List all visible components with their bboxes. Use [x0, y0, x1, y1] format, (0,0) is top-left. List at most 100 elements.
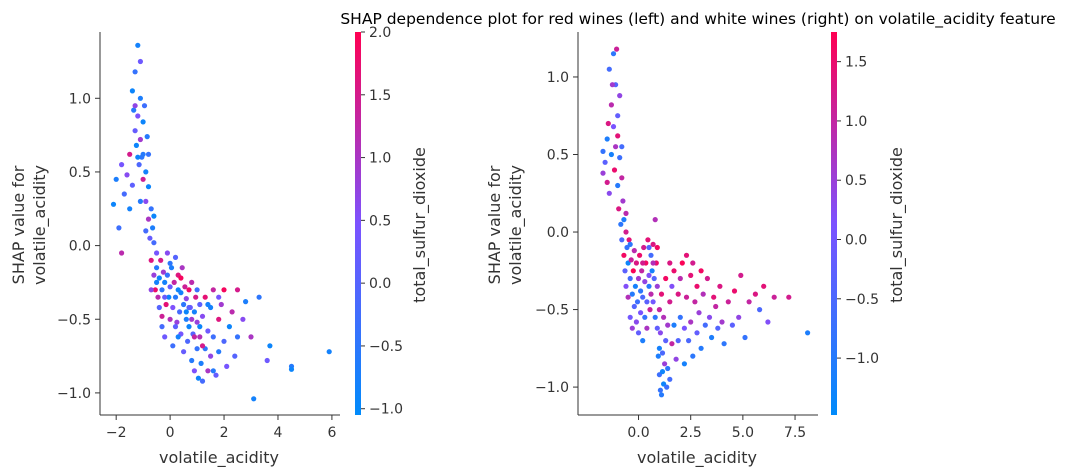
- scatter-point: [610, 51, 617, 57]
- scatter-point: [650, 299, 656, 305]
- colorbar-tick-label: −1.0: [369, 402, 403, 418]
- scatter-point: [623, 210, 629, 216]
- scatter-point: [698, 268, 704, 274]
- scatter-point: [256, 294, 262, 300]
- x-tick-label: 4: [274, 425, 283, 441]
- scatter-point: [148, 257, 154, 263]
- scatter-point: [186, 324, 192, 330]
- scatter-point: [637, 252, 643, 258]
- scatter-point: [189, 279, 195, 285]
- scatter-point: [171, 279, 177, 285]
- scatter-point: [704, 275, 711, 282]
- scatter-point: [193, 294, 199, 300]
- scatter-point: [661, 314, 667, 320]
- scatter-point: [679, 260, 685, 266]
- scatter-point: [683, 294, 690, 300]
- scatter-point: [151, 240, 157, 246]
- scatter-point: [671, 268, 677, 274]
- scatter-point: [640, 260, 646, 266]
- scatter-point: [224, 363, 230, 369]
- scatter-point: [649, 268, 655, 274]
- scatter-point: [140, 119, 146, 125]
- y-tick-label: −1.0: [57, 386, 91, 402]
- scatter-point: [221, 287, 227, 293]
- scatter-point: [216, 316, 222, 322]
- scatter-point: [677, 275, 683, 282]
- scatter-point: [210, 334, 216, 340]
- scatter-point: [658, 291, 665, 297]
- scatter-point: [605, 120, 611, 127]
- chart-title: SHAP dependence plot for red wines (left…: [340, 10, 1055, 29]
- scatter-point: [664, 384, 670, 390]
- scatter-point: [132, 103, 138, 109]
- scatter-point: [175, 334, 181, 340]
- scatter-point: [137, 95, 143, 101]
- scatter-point: [140, 176, 146, 182]
- scatter-point: [226, 324, 232, 330]
- scatter-point: [205, 328, 211, 334]
- scatter-point: [673, 356, 679, 362]
- scatter-point: [205, 301, 211, 308]
- scatter-point: [625, 294, 631, 300]
- y-tick-label: −1.0: [535, 380, 569, 396]
- scatter-point: [604, 136, 610, 142]
- scatter-point: [198, 360, 204, 366]
- scatter-point: [655, 353, 661, 359]
- scatter-point: [185, 338, 191, 344]
- scatter-point: [667, 299, 673, 305]
- scatter-point: [690, 260, 696, 266]
- scatter-point: [183, 316, 189, 322]
- scatter-point: [642, 314, 648, 320]
- scatter-point: [191, 309, 197, 315]
- colorbar-tick-label: −1.0: [845, 351, 879, 367]
- scatter-point: [736, 314, 742, 320]
- scatter-point: [686, 338, 692, 344]
- scatter-point: [164, 272, 170, 278]
- scatter-point: [805, 330, 811, 336]
- scatter-point: [611, 167, 618, 173]
- scatter-point: [765, 319, 771, 325]
- scatter-point: [681, 361, 688, 367]
- scatter-point: [156, 275, 162, 281]
- scatter-point: [663, 338, 669, 344]
- scatter-point: [132, 69, 138, 75]
- scatter-point: [135, 154, 141, 160]
- scatter-point: [638, 310, 644, 316]
- scatter-point: [615, 133, 621, 139]
- right-xlabel: volatile_acidity: [637, 448, 757, 468]
- scatter-point: [135, 42, 141, 48]
- scatter-point: [197, 301, 203, 308]
- colorbar-tick-label: 1.5: [369, 88, 391, 104]
- scatter-point: [152, 287, 158, 293]
- scatter-point: [650, 241, 656, 247]
- y-tick-label: 1.0: [547, 70, 569, 86]
- scatter-point: [182, 284, 188, 290]
- left-ylabel-line1: SHAP value for: [9, 165, 28, 284]
- scatter-point: [127, 206, 133, 212]
- scatter-point: [700, 291, 706, 297]
- scatter-point: [210, 287, 216, 293]
- scatter-point: [709, 334, 715, 341]
- scatter-point: [688, 319, 694, 325]
- scatter-point: [619, 144, 625, 150]
- scatter-point: [608, 102, 615, 108]
- scatter-point: [604, 179, 610, 185]
- scatter-point: [647, 307, 653, 313]
- scatter-point: [757, 307, 763, 313]
- scatter-point: [168, 265, 175, 271]
- scatter-point: [652, 314, 658, 320]
- scatter-point: [155, 294, 161, 300]
- scatter-point: [172, 324, 179, 330]
- scatter-point: [194, 346, 200, 352]
- scatter-point: [627, 275, 633, 282]
- scatter-point: [694, 330, 700, 336]
- scatter-point: [617, 93, 623, 99]
- left-colorbar-label: total_sulfur_dioxide: [410, 147, 430, 303]
- scatter-point: [183, 296, 189, 302]
- colorbar-tick-label: 1.0: [845, 114, 867, 130]
- scatter-point: [177, 309, 183, 315]
- scatter-point: [711, 294, 717, 300]
- scatter-point: [189, 316, 195, 322]
- scatter-point: [154, 250, 160, 256]
